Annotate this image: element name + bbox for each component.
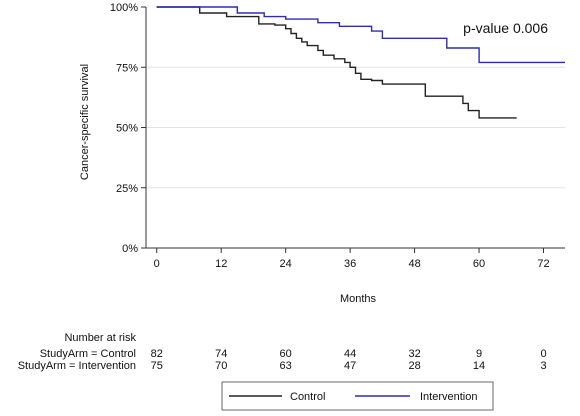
risk-count: 3 — [540, 360, 546, 372]
risk-count: 74 — [215, 348, 227, 360]
x-axis-label: Months — [340, 293, 377, 305]
axes: 0% 25% 50% 75% 100% 0 12 24 36 48 60 72 — [110, 2, 565, 270]
x-tick-label: 0 — [154, 258, 160, 270]
y-tick-label: 50% — [116, 123, 138, 135]
y-tick-label: 0% — [122, 243, 138, 255]
risk-table-title: Number at risk — [64, 332, 136, 344]
legend-label-intervention: Intervention — [420, 391, 477, 403]
x-tick-label: 60 — [473, 258, 485, 270]
risk-row-label: StudyArm = Control — [40, 348, 136, 360]
x-tick-label: 36 — [344, 258, 356, 270]
series-line-control — [156, 6, 517, 119]
risk-count: 82 — [151, 348, 163, 360]
legend-label-control: Control — [290, 391, 325, 403]
series-line-intervention — [156, 6, 565, 64]
legend: Control Intervention — [221, 381, 494, 411]
x-tick-label: 72 — [537, 258, 549, 270]
y-tick-label: 100% — [110, 2, 138, 14]
risk-count: 60 — [280, 348, 292, 360]
y-tick-label: 75% — [116, 62, 138, 74]
x-tick-label: 12 — [215, 258, 227, 270]
risk-count: 75 — [151, 360, 163, 372]
risk-count: 32 — [408, 348, 420, 360]
risk-table: Number at risk StudyArm = Control 82 74 60 4… — [18, 332, 547, 372]
y-tick-label: 25% — [116, 183, 138, 195]
x-tick-label: 48 — [408, 258, 420, 270]
risk-count: 14 — [473, 360, 485, 372]
risk-count: 44 — [344, 348, 356, 360]
risk-count: 0 — [540, 348, 546, 360]
risk-count: 63 — [280, 360, 292, 372]
risk-count: 28 — [408, 360, 420, 372]
x-tick-label: 24 — [280, 258, 292, 270]
p-value-annotation: p-value 0.006 — [463, 20, 548, 36]
risk-count: 70 — [215, 360, 227, 372]
risk-count: 9 — [476, 348, 482, 360]
risk-count: 47 — [344, 360, 356, 372]
risk-row-label: StudyArm = Intervention — [18, 360, 136, 372]
y-axis-label: Cancer-specific survival — [79, 64, 91, 180]
series-group — [156, 6, 565, 119]
